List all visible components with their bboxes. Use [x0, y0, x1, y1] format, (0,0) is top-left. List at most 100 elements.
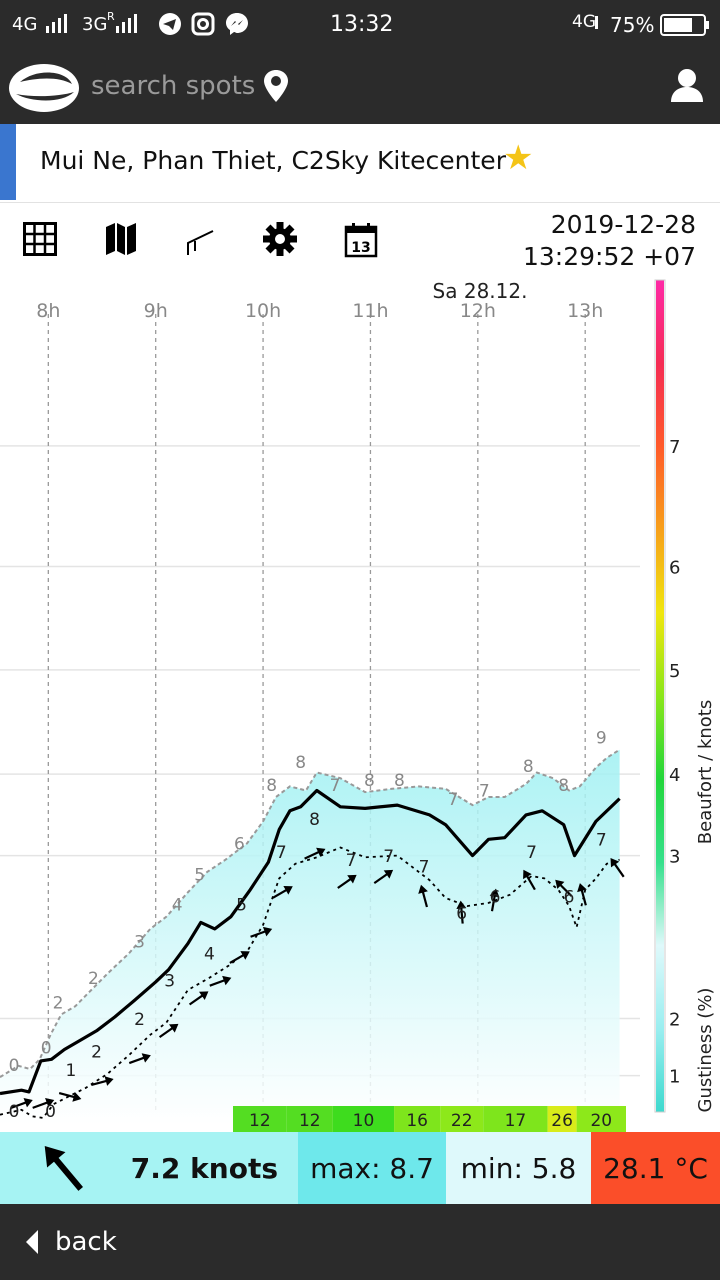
- wind-value-label: 7: [383, 847, 394, 867]
- wind-arrow-icon: [489, 888, 500, 912]
- status-bar: 4G 3G R 13:32 4G 75%: [0, 0, 720, 50]
- wind-value-label: 0: [45, 1102, 56, 1122]
- wind-value-label: 3: [164, 972, 175, 992]
- wind-arrow-icon: [91, 1076, 114, 1087]
- beaufort-tick-label: 1: [669, 1067, 680, 1088]
- gustiness-cell: [394, 1106, 441, 1132]
- gustiness-cell: [547, 1106, 577, 1132]
- mean-wind-line: [0, 788, 621, 1096]
- gust-value-label: 8: [266, 776, 277, 796]
- app-bar: [0, 50, 720, 124]
- wind-arrow-icon: [229, 951, 250, 964]
- network-indicator-2: 3G: [82, 14, 108, 35]
- wind-arrow-icon: [250, 926, 273, 938]
- wind-value-label: 0: [9, 1102, 20, 1122]
- gust-line: [0, 748, 621, 1079]
- gustiness-value: 20: [590, 1111, 612, 1131]
- min-wind-line: [0, 846, 620, 1119]
- wind-arrow-icon: [555, 879, 573, 897]
- x-tick-label: 11h: [352, 300, 388, 322]
- beaufort-tick-label: 3: [669, 847, 680, 868]
- telegram-icon: [159, 13, 181, 35]
- wind-arrow-icon: [188, 991, 209, 1006]
- wind-arrow-icon: [337, 874, 357, 889]
- gustiness-value: 17: [505, 1111, 527, 1131]
- x-tick-label: 12h: [460, 300, 496, 322]
- gustiness-cell: [483, 1106, 548, 1132]
- x-tick-label: 8h: [36, 300, 60, 322]
- colorbar-gradient: [656, 280, 664, 1112]
- beaufort-colorbar: 1 2 3 4 5 6 7 Beaufort / knots Gustiness (%): [654, 279, 716, 1113]
- clock: 13:32: [330, 12, 394, 37]
- favorite-star-icon[interactable]: ★: [503, 138, 534, 178]
- search-input[interactable]: search spots: [91, 71, 256, 101]
- gust-value-label: 4: [172, 896, 183, 916]
- wind-arrow-icon: [418, 884, 429, 908]
- grid-icon[interactable]: [23, 221, 57, 257]
- wind-value-label: 7: [419, 857, 430, 877]
- beaufort-tick-label: 2: [669, 1010, 680, 1031]
- graph-icon[interactable]: [185, 221, 219, 257]
- signal-icon-2: [116, 14, 137, 33]
- gustiness-value: 26: [551, 1111, 573, 1131]
- wind-value-label: 6: [490, 888, 501, 908]
- gustiness-axis-label: Gustiness (%): [695, 988, 716, 1113]
- roaming-indicator: R: [107, 10, 115, 23]
- wind-value-label: 4: [204, 945, 215, 965]
- wind-arrow-icon: [304, 847, 326, 860]
- wind-value-label: 2: [134, 1010, 145, 1030]
- map-icon[interactable]: [104, 221, 138, 257]
- wind-arrow-icon: [373, 869, 394, 885]
- wind-value-label: 7: [276, 843, 287, 863]
- wind-value-label: 6: [456, 904, 467, 924]
- gust-value-label: 7: [448, 790, 459, 810]
- gear-icon[interactable]: [262, 221, 298, 257]
- wind-value-label: 6: [564, 888, 575, 908]
- beaufort-tick-label: 7: [669, 437, 680, 458]
- wind-arrow-icon: [610, 857, 625, 878]
- gust-value-label: 8: [523, 757, 534, 777]
- back-button[interactable]: back: [55, 1227, 117, 1257]
- spot-name[interactable]: Mui Ne, Phan Thiet, C2Sky Kitecenter: [40, 146, 506, 175]
- logo-icon[interactable]: [6, 58, 82, 116]
- day-label: Sa 28.12.: [433, 279, 528, 303]
- beaufort-tick-label: 5: [669, 661, 680, 682]
- gustiness-cell: [286, 1106, 333, 1132]
- location-pin-icon[interactable]: [262, 68, 290, 104]
- gustiness-value: 16: [406, 1111, 428, 1131]
- max-speed: max: 8.7: [310, 1151, 434, 1185]
- gustiness-cell: [332, 1106, 395, 1132]
- temperature: 28.1 °C: [603, 1151, 708, 1185]
- instagram-icon: [191, 12, 215, 36]
- bottom-nav: [0, 1204, 720, 1280]
- battery-icon: [660, 14, 709, 36]
- wind-arrow-icon: [577, 883, 587, 906]
- wind-arrow-icon: [32, 1098, 55, 1109]
- gustiness-value: 12: [299, 1111, 321, 1131]
- wind-arrow-icon: [58, 1091, 82, 1102]
- network-indicator-1: 4G: [12, 14, 38, 35]
- wind-arrow-icon: [158, 1023, 179, 1039]
- back-chevron-icon[interactable]: [22, 1228, 42, 1256]
- calendar-day: 13: [351, 240, 370, 256]
- battery-percent: 75%: [610, 13, 655, 37]
- gust-value-label: 0: [9, 1056, 20, 1076]
- gust-value-label: 8: [394, 771, 405, 791]
- messenger-icon: [226, 13, 248, 35]
- current-conditions-bar: 7.2 knots max: 8.7 min: 5.8 28.1 °C: [0, 1132, 720, 1204]
- gust-value-label: 7: [479, 782, 490, 802]
- calendar-icon[interactable]: 13: [344, 222, 378, 258]
- beaufort-tick-label: 4: [669, 765, 680, 786]
- min-speed-cell: min: 5.8: [446, 1132, 591, 1204]
- x-tick-label: 13h: [567, 300, 603, 322]
- wind-value-label: 1: [65, 1061, 76, 1081]
- wind-arrow-icon: [272, 885, 293, 899]
- gustiness-cell: [576, 1106, 626, 1132]
- wind-value-label: 5: [236, 896, 247, 916]
- wind-value-label: 7: [346, 851, 357, 871]
- user-icon[interactable]: [670, 68, 704, 104]
- gust-value-label: 9: [596, 729, 607, 749]
- gust-value-label: 7: [330, 776, 341, 796]
- wind-arrow-icon: [456, 900, 467, 924]
- gustiness-cell: [233, 1106, 287, 1132]
